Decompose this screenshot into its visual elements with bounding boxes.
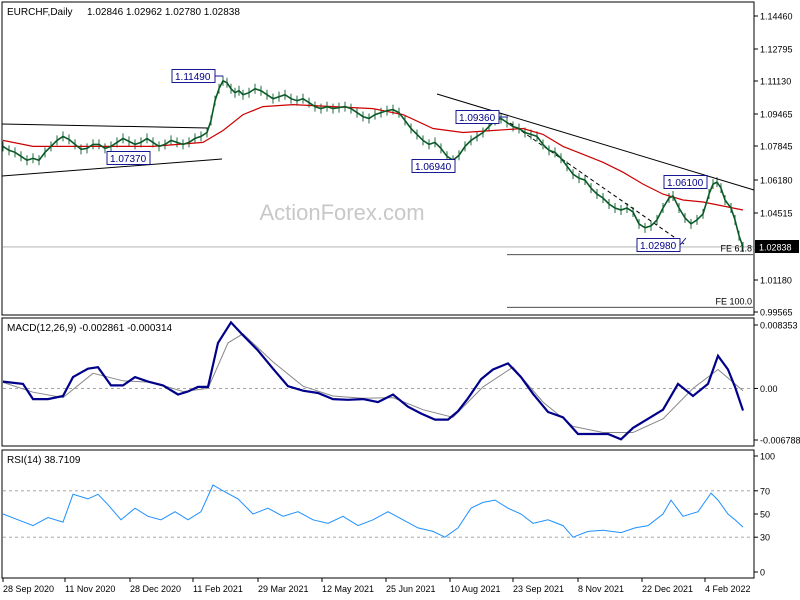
channel-top-line [1, 123, 209, 129]
x-tick-label: 11 Nov 2020 [65, 584, 115, 594]
x-tick-label: 4 Feb 2022 [705, 584, 751, 594]
x-tick-label: 11 Feb 2021 [193, 584, 243, 594]
x-tick-label: 8 Nov 2021 [578, 584, 624, 594]
current-price-label: 1.02838 [759, 243, 792, 253]
dashed-projection-line [509, 122, 685, 245]
annotation-label: 1.07370 [110, 154, 147, 165]
macd-panel [1, 317, 755, 447]
fe-level-label: FE 61.8 [720, 244, 752, 254]
current-price-box [755, 240, 799, 253]
macd-tick-label: 0.008353 [760, 321, 798, 331]
price-tick-label: 0.99565 [760, 308, 793, 318]
fe-level-label: FE 100.0 [715, 296, 752, 306]
channel-bottom-line [1, 158, 223, 177]
price-tick-label: 1.07845 [760, 142, 793, 152]
price-tick-label: 1.01180 [760, 276, 792, 286]
price-tick-label: 1.14460 [760, 12, 793, 22]
annotation-box [106, 151, 151, 165]
macd-tick-label: -0.006788 [760, 436, 800, 446]
price-line [2, 79, 744, 248]
x-tick-label: 29 Mar 2021 [258, 584, 309, 594]
annotation-connector [679, 237, 687, 246]
rsi-tick-label: 100 [760, 452, 775, 462]
x-tick-label: 25 Jun 2021 [386, 584, 436, 594]
macd-tick-label: 0.00 [760, 384, 778, 394]
x-tick-label: 10 Aug 2021 [450, 584, 501, 594]
x-tick-label: 28 Dec 2020 [130, 584, 181, 594]
watermark: ActionForex.com [259, 200, 424, 225]
annotation-label: 1.09360 [459, 113, 496, 124]
price-tick-label: 1.04515 [760, 209, 793, 219]
annotation-label: 1.02980 [640, 241, 677, 252]
x-tick-label: 12 May 2021 [322, 584, 374, 594]
price-tick-label: 1.11130 [760, 77, 791, 87]
annotation-box [411, 159, 456, 173]
x-tick-label: 28 Sep 2020 [3, 584, 54, 594]
x-tick-label: 23 Sep 2021 [513, 584, 564, 594]
falling-trendline [436, 93, 755, 191]
price-tick-label: 1.12795 [760, 45, 793, 55]
price-tick-label: 1.06180 [760, 176, 793, 186]
rsi-tick-label: 30 [760, 533, 770, 543]
rsi-panel [1, 449, 755, 579]
rsi-line [2, 484, 744, 538]
symbol-label: EURCHF,Daily [7, 7, 73, 18]
rsi-label: RSI(14) 38.7109 [7, 455, 81, 466]
rsi-tick-label: 0 [760, 568, 765, 578]
moving-average-line [2, 103, 744, 211]
macd-line [2, 320, 745, 441]
annotation-label: 1.06940 [415, 162, 452, 173]
annotation-label: 1.11490 [175, 72, 211, 83]
x-tick-label: 22 Dec 2021 [642, 584, 693, 594]
ohlc-readout: 1.02846 1.02962 1.02780 1.02838 [87, 7, 240, 18]
annotation-box [663, 175, 708, 189]
rsi-tick-label: 50 [760, 510, 770, 520]
price-tick-label: 1.09465 [760, 110, 793, 120]
rsi-tick-label: 70 [760, 486, 770, 496]
annotation-label: 1.06100 [667, 178, 704, 189]
macd-label: MACD(12,26,9) -0.002861 -0.000314 [7, 323, 173, 334]
